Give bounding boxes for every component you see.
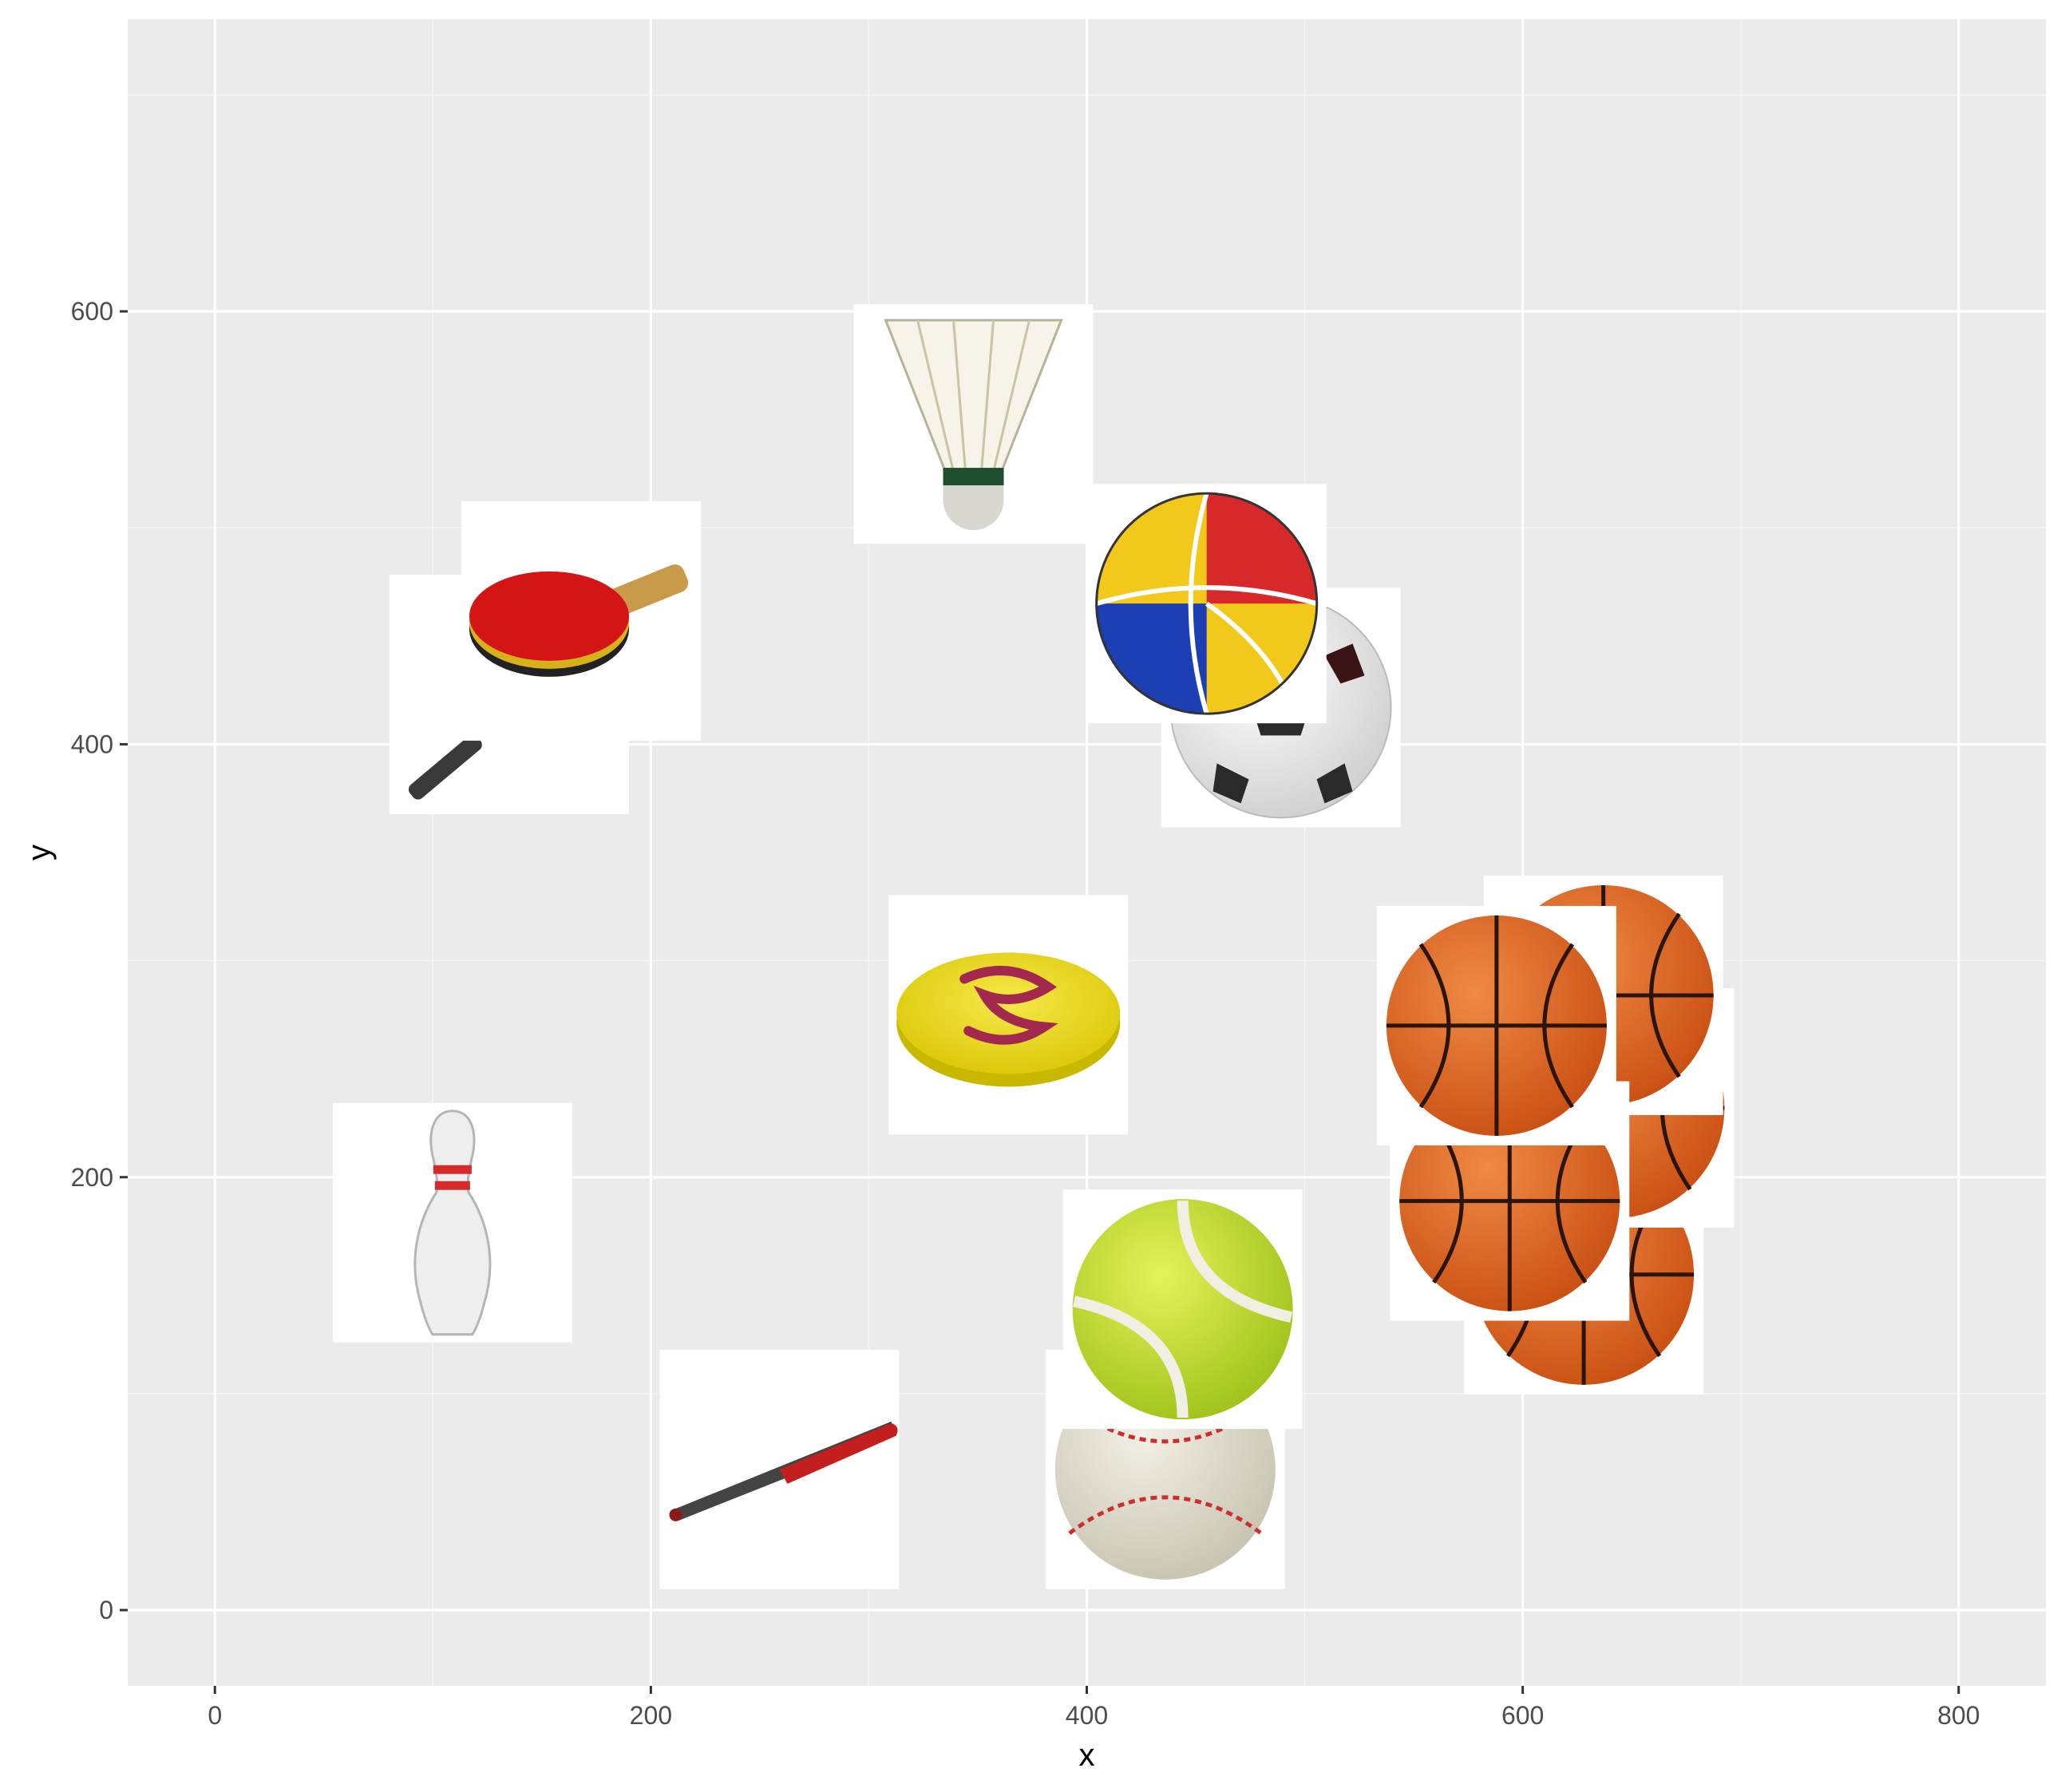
tennis-ball-icon <box>1072 1199 1293 1420</box>
x-axis-title: x <box>1079 1738 1095 1773</box>
data-point-tennis-ball <box>1062 1189 1303 1430</box>
x-tick-label: 800 <box>1937 1701 1980 1730</box>
x-tick-label: 400 <box>1066 1701 1108 1730</box>
axes: 0 200 400 600 800 0 200 400 600 <box>71 297 1980 1730</box>
data-point-basketball <box>1376 905 1616 1145</box>
y-tick-label: 400 <box>71 730 113 758</box>
y-tick-label: 200 <box>71 1163 113 1192</box>
y-tick-label: 0 <box>99 1596 113 1624</box>
x-tick-label: 200 <box>630 1701 672 1730</box>
basketball-icon <box>1399 1090 1620 1311</box>
baseball-bat-icon <box>669 1421 898 1521</box>
frisbee-icon <box>896 952 1121 1087</box>
tennis-racket-icon <box>408 734 482 800</box>
data-point-frisbee <box>888 895 1129 1135</box>
basketball-icon <box>1386 915 1607 1136</box>
data-point-shuttlecock <box>853 304 1094 544</box>
y-axis-title: y <box>22 845 57 860</box>
volleyball-icon <box>1095 492 1319 715</box>
shuttlecock-icon <box>884 318 1063 531</box>
x-tick-label: 0 <box>208 1701 222 1730</box>
data-point-bowling-pin <box>332 1102 572 1343</box>
y-tick-label: 600 <box>71 297 113 326</box>
data-point-volleyball <box>1086 484 1327 724</box>
x-tick-label: 600 <box>1501 1701 1544 1730</box>
data-points <box>332 304 1735 1589</box>
ping-pong-paddle-icon <box>469 564 689 677</box>
bowling-pin-icon <box>413 1110 492 1336</box>
data-point-baseball-bat <box>659 1349 900 1589</box>
data-point-ping-pong-paddle <box>461 500 701 741</box>
